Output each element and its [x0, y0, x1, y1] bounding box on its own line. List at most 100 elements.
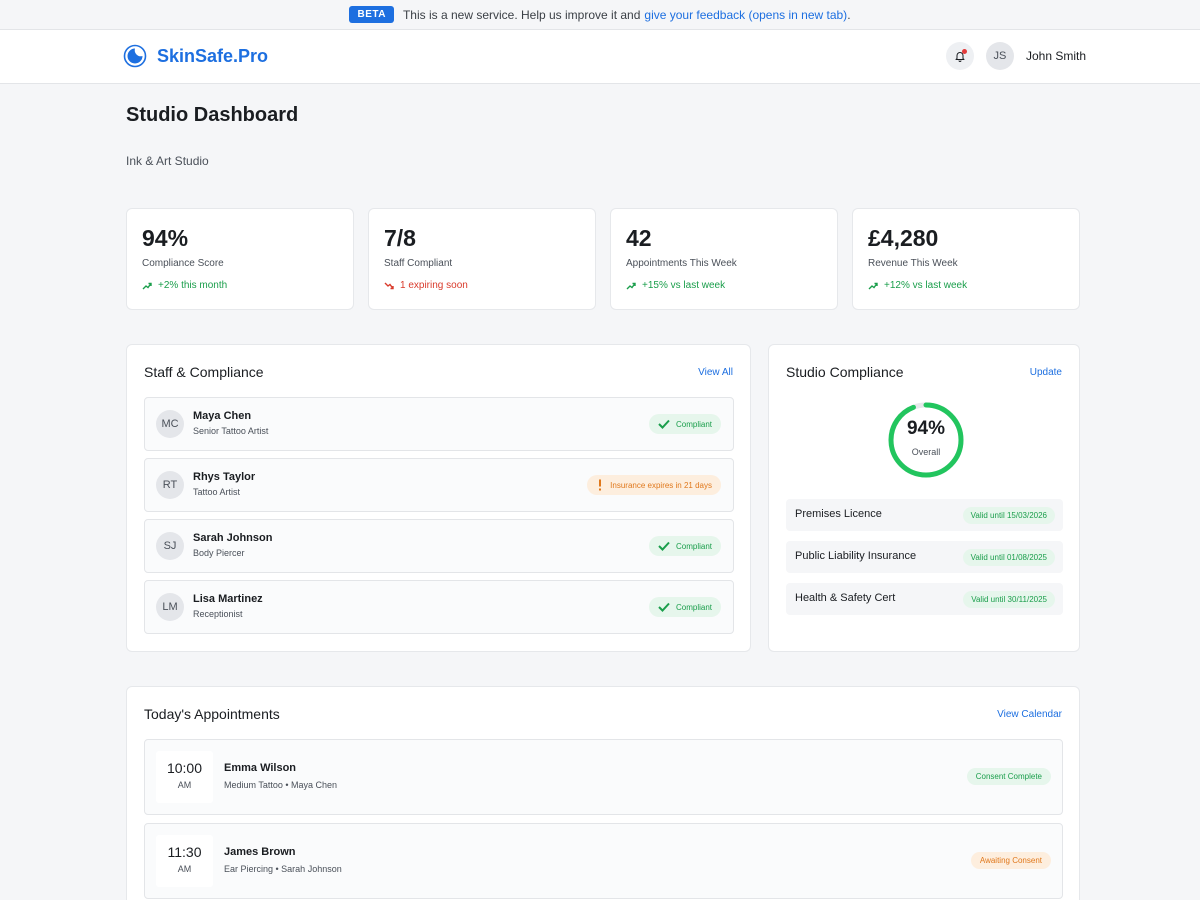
appointment-row[interactable]: 11:30 AM James Brown Ear Piercing • Sara…: [144, 823, 1063, 899]
staff-name: Lisa Martinez: [193, 593, 263, 605]
cert-name: Public Liability Insurance: [795, 550, 917, 562]
warning-icon: [599, 479, 602, 491]
trend-up-icon: [868, 282, 878, 289]
card-title: Staff & Compliance: [144, 364, 264, 380]
staff-role: Tattoo Artist: [193, 487, 241, 497]
stat-label: Revenue This Week: [868, 258, 958, 269]
status-text: Compliant: [675, 602, 712, 612]
status-badge: Compliant: [648, 536, 721, 556]
stat-card-staff: 7/8 Staff Compliant 1 expiring soon: [368, 208, 596, 310]
avatar: MC: [156, 410, 184, 438]
appointment-hour: 11:30: [167, 844, 202, 860]
cert-name: Health & Safety Cert: [795, 592, 896, 604]
ring-value: 94%: [906, 418, 946, 439]
appointment-time: 11:30 AM: [156, 835, 213, 887]
stat-trend-text: +2% this month: [158, 280, 228, 291]
client-name: Emma Wilson: [224, 762, 297, 774]
brand-logo-icon: [123, 44, 147, 68]
stat-label: Appointments This Week: [626, 258, 737, 269]
stat-card-appointments: 42 Appointments This Week +15% vs last w…: [610, 208, 838, 310]
trend-up-icon: [626, 282, 636, 289]
studio-compliance-card: Studio Compliance Update 94% Overall Pre…: [768, 344, 1080, 652]
appointment-ampm: AM: [177, 780, 192, 790]
status-text: Compliant: [675, 419, 712, 429]
appointment-detail: Medium Tattoo • Maya Chen: [224, 780, 338, 790]
avatar: SJ: [156, 532, 184, 560]
notifications-button[interactable]: [945, 42, 974, 70]
brand[interactable]: SkinSafe.Pro: [123, 44, 268, 68]
staff-name: Sarah Johnson: [193, 532, 273, 544]
staff-row[interactable]: MC Maya Chen Senior Tattoo Artist Compli…: [144, 397, 734, 451]
status-text: Compliant: [675, 541, 712, 551]
feedback-link[interactable]: give your feedback (opens in new tab): [644, 7, 848, 22]
update-compliance-link[interactable]: Update: [1029, 367, 1062, 378]
view-all-staff-link[interactable]: View All: [698, 367, 733, 378]
cert-row: Premises Licence Valid until 15/03/2026: [786, 499, 1063, 531]
cert-status-badge: Valid until 15/03/2026: [962, 507, 1055, 524]
stat-trend: +2% this month: [142, 280, 338, 291]
stat-value: 94%: [142, 225, 189, 251]
appointment-hour: 10:00: [166, 760, 203, 776]
appointment-ampm: AM: [177, 864, 192, 874]
consent-status-badge: Consent Complete: [966, 768, 1051, 785]
cert-row: Health & Safety Cert Valid until 30/11/2…: [786, 583, 1063, 615]
appointment-time: 10:00 AM: [156, 751, 213, 803]
progress-ring: [888, 402, 964, 478]
studio-name: Ink & Art Studio: [126, 154, 209, 168]
card-title: Today's Appointments: [144, 706, 280, 722]
stat-trend-text: 1 expiring soon: [400, 280, 468, 291]
beta-end: .: [847, 7, 851, 22]
stats-row: 94% Compliance Score +2% this month 7/8 …: [126, 208, 1080, 310]
page-title: Studio Dashboard: [126, 104, 299, 126]
stat-card-compliance: 94% Compliance Score +2% this month: [126, 208, 354, 310]
check-icon: [658, 602, 670, 612]
stat-value: 42: [626, 225, 652, 251]
staff-role: Body Piercer: [193, 548, 245, 558]
stat-label: Compliance Score: [142, 258, 224, 269]
user-avatar[interactable]: JS: [985, 42, 1014, 70]
ring-label: Overall: [911, 447, 941, 457]
beta-banner: BETA This is a new service. Help us impr…: [0, 0, 1200, 30]
stat-value: 7/8: [384, 225, 416, 251]
consent-status-badge: Awaiting Consent: [970, 852, 1051, 869]
appointment-row[interactable]: 10:00 AM Emma Wilson Medium Tattoo • May…: [144, 739, 1063, 815]
stat-label: Staff Compliant: [384, 258, 453, 269]
cert-name: Premises Licence: [795, 508, 882, 520]
beta-tag: BETA: [349, 6, 394, 23]
client-name: James Brown: [224, 846, 296, 858]
status-badge: Insurance expires in 21 days: [587, 475, 721, 495]
avatar: RT: [156, 471, 184, 499]
stat-trend-text: +15% vs last week: [642, 280, 726, 291]
progress-ring-fill: [888, 402, 964, 478]
stat-card-revenue: £4,280 Revenue This Week +12% vs last we…: [852, 208, 1080, 310]
cert-row: Public Liability Insurance Valid until 0…: [786, 541, 1063, 573]
header-actions: JS John Smith: [945, 42, 1086, 70]
site-header: SkinSafe.Pro JS John Smith: [0, 30, 1200, 84]
card-title: Studio Compliance: [786, 364, 904, 380]
user-name[interactable]: John Smith: [1025, 49, 1086, 63]
appointment-detail: Ear Piercing • Sarah Johnson: [224, 864, 342, 874]
status-badge: Compliant: [648, 414, 721, 434]
check-icon: [658, 419, 670, 429]
compliance-ring: 94% Overall: [886, 400, 966, 480]
bell-icon: [955, 52, 965, 62]
stat-trend: +12% vs last week: [868, 280, 1064, 291]
stat-trend: +15% vs last week: [626, 280, 822, 291]
staff-role: Senior Tattoo Artist: [193, 426, 269, 436]
staff-role: Receptionist: [193, 609, 243, 619]
beta-text: This is a new service. Help us improve i…: [402, 7, 641, 22]
trend-down-icon: [384, 282, 394, 289]
staff-row[interactable]: LM Lisa Martinez Receptionist Compliant: [144, 580, 734, 634]
staff-compliance-card: Staff & Compliance View All MC Maya Chen…: [126, 344, 751, 652]
status-badge: Compliant: [648, 597, 721, 617]
staff-row[interactable]: RT Rhys Taylor Tattoo Artist Insurance e…: [144, 458, 734, 512]
appointments-card: Today's Appointments View Calendar 10:00…: [126, 686, 1080, 900]
staff-row[interactable]: SJ Sarah Johnson Body Piercer Compliant: [144, 519, 734, 573]
trend-up-icon: [142, 282, 152, 289]
brand-name: SkinSafe.Pro: [157, 45, 269, 66]
view-calendar-link[interactable]: View Calendar: [997, 709, 1062, 720]
stat-value: £4,280: [868, 225, 939, 251]
avatar: LM: [156, 593, 184, 621]
cert-status-badge: Valid until 30/11/2025: [963, 591, 1055, 608]
stat-trend: 1 expiring soon: [384, 280, 580, 291]
